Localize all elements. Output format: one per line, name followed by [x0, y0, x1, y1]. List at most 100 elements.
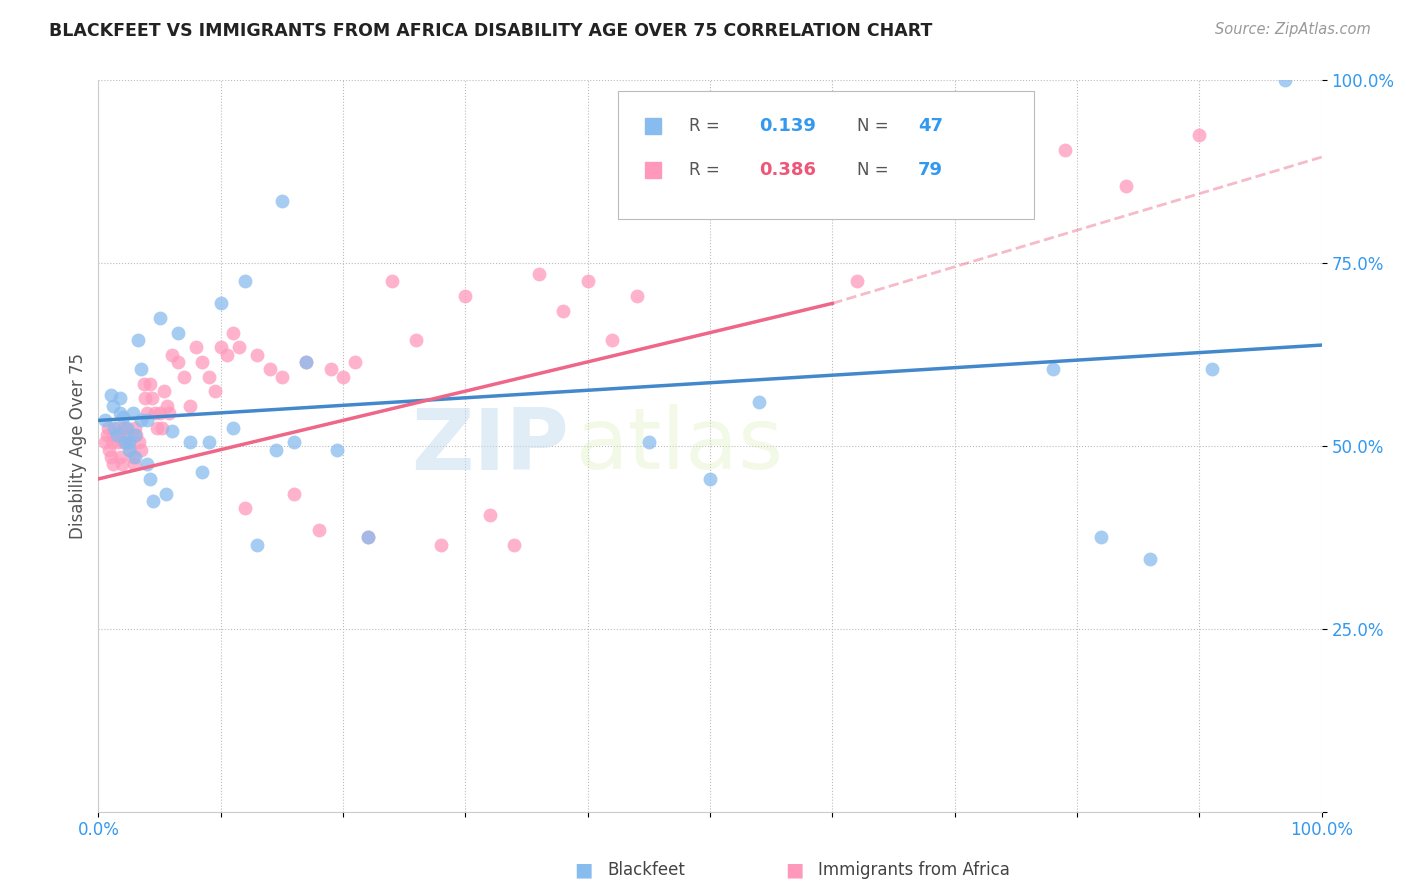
Point: [139, 472, 162, 486]
Point: [111, 435, 134, 450]
Point: [129, 362, 152, 376]
Point: [114, 421, 136, 435]
Point: [1042, 362, 1064, 376]
Point: [186, 340, 208, 354]
Point: [1139, 552, 1161, 566]
Point: [332, 369, 354, 384]
Text: Source: ZipAtlas.com: Source: ZipAtlas.com: [1215, 22, 1371, 37]
Point: [167, 355, 190, 369]
Point: [246, 348, 269, 362]
Point: [100, 450, 122, 464]
Point: [120, 442, 142, 457]
Point: [150, 421, 173, 435]
Point: [527, 267, 550, 281]
Point: [121, 450, 143, 464]
Point: [156, 399, 179, 413]
Point: [381, 275, 404, 289]
Point: [142, 494, 165, 508]
Point: [127, 333, 149, 347]
Point: [111, 409, 134, 424]
Point: [103, 428, 125, 442]
Point: [191, 465, 214, 479]
Point: [1115, 179, 1137, 194]
Point: [283, 435, 305, 450]
Point: [1188, 128, 1211, 143]
FancyBboxPatch shape: [619, 91, 1035, 219]
Point: [111, 458, 134, 472]
Point: [259, 362, 281, 376]
Text: 0.139: 0.139: [759, 118, 815, 136]
Point: [626, 289, 648, 303]
Point: [430, 538, 453, 552]
Text: R =: R =: [689, 161, 725, 179]
Point: [122, 458, 145, 472]
Point: [128, 435, 150, 450]
Point: [108, 428, 131, 442]
Point: [295, 355, 318, 369]
Y-axis label: Disability Age Over 75: Disability Age Over 75: [69, 353, 87, 539]
Point: [344, 355, 367, 369]
Point: [157, 406, 180, 420]
Point: [129, 442, 152, 457]
Point: [93, 435, 115, 450]
Point: [233, 501, 256, 516]
Point: [96, 428, 118, 442]
Point: [191, 355, 214, 369]
Point: [222, 326, 245, 340]
Point: [129, 413, 152, 427]
Point: [295, 355, 318, 369]
Point: [110, 392, 132, 406]
Point: [1201, 362, 1223, 376]
Point: [209, 340, 232, 354]
Text: BLACKFEET VS IMMIGRANTS FROM AFRICA DISABILITY AGE OVER 75 CORRELATION CHART: BLACKFEET VS IMMIGRANTS FROM AFRICA DISA…: [49, 22, 932, 40]
Point: [153, 384, 176, 399]
Point: [553, 303, 575, 318]
Point: [93, 413, 115, 427]
Point: [134, 392, 156, 406]
Point: [105, 421, 128, 435]
Point: [215, 348, 238, 362]
Point: [197, 435, 219, 450]
Point: [117, 428, 139, 442]
Point: [222, 421, 245, 435]
Point: [107, 435, 129, 450]
Point: [356, 530, 378, 544]
Point: [228, 340, 250, 354]
Point: [699, 472, 721, 486]
Point: [125, 428, 148, 442]
Point: [204, 384, 226, 399]
Point: [110, 406, 132, 420]
Text: 79: 79: [918, 161, 943, 179]
Point: [118, 435, 141, 450]
Point: [326, 442, 349, 457]
Point: [283, 486, 305, 500]
Point: [264, 442, 287, 457]
Point: [637, 435, 661, 450]
Point: [136, 458, 159, 472]
Point: [503, 538, 526, 552]
Point: [246, 538, 269, 552]
Point: [112, 421, 135, 435]
Point: [319, 362, 342, 376]
Point: [821, 186, 844, 201]
Point: [141, 392, 163, 406]
Point: [454, 289, 477, 303]
Point: [101, 458, 124, 472]
Point: [132, 376, 155, 391]
Point: [405, 333, 427, 347]
Point: [270, 194, 294, 208]
Point: [146, 421, 169, 435]
Point: [308, 523, 330, 537]
Point: [1090, 530, 1112, 544]
Point: [118, 442, 141, 457]
Point: [124, 428, 146, 442]
Point: [118, 435, 141, 450]
Point: [155, 486, 177, 500]
Point: [103, 421, 125, 435]
Point: [124, 421, 146, 435]
Point: [356, 530, 378, 544]
Text: ■: ■: [574, 860, 593, 880]
Point: [699, 202, 721, 216]
Text: atlas: atlas: [575, 404, 783, 488]
Point: [233, 275, 256, 289]
